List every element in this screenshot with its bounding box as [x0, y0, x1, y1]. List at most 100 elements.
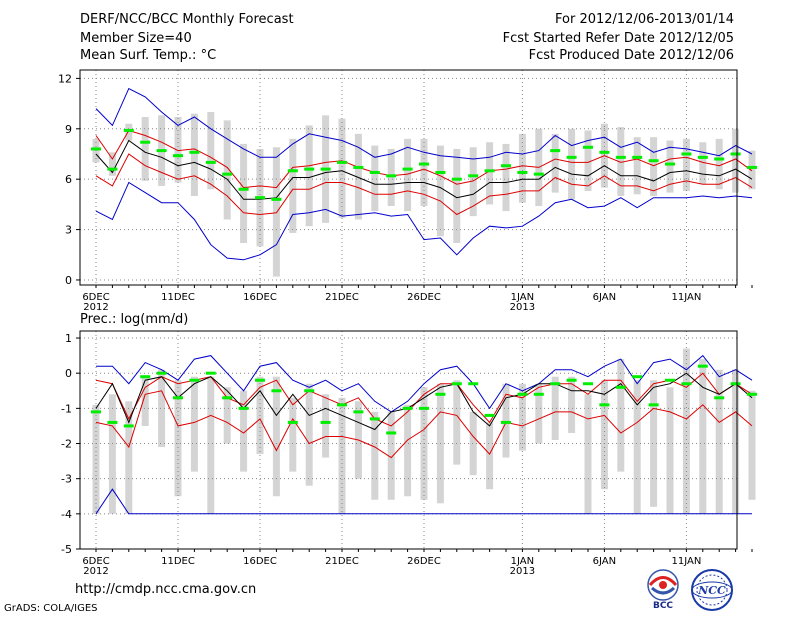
x-tick-label: 16DEC	[243, 292, 277, 303]
median-mark	[484, 413, 495, 417]
x-tick-label: 11DEC	[161, 292, 195, 303]
median-mark	[123, 128, 134, 132]
range-box	[617, 127, 625, 196]
median-mark	[550, 149, 561, 153]
x-tick-year-label: 2012	[83, 566, 108, 577]
x-tick-label: 6DEC	[82, 292, 109, 303]
median-mark	[173, 154, 183, 158]
median-mark	[140, 140, 151, 144]
bcc-logo-icon: BCC	[647, 569, 679, 610]
y-tick-label: -4	[61, 508, 72, 521]
range-box	[633, 380, 641, 514]
median-mark	[501, 420, 511, 424]
median-mark	[189, 150, 200, 154]
series-mean-minus-std	[95, 153, 753, 216]
range-box	[502, 143, 510, 212]
median-mark	[386, 431, 397, 435]
median-mark	[91, 410, 101, 414]
series-min	[95, 181, 753, 261]
median-mark	[353, 165, 364, 169]
series-max	[96, 354, 753, 413]
range-box	[469, 147, 477, 217]
x-tick-label: 6JAN	[593, 292, 616, 303]
median-mark	[615, 155, 626, 159]
range-box	[551, 133, 559, 193]
x-tick-label: 1JAN	[511, 292, 534, 303]
x-tick-label: 11JAN	[671, 556, 701, 567]
range-box	[436, 145, 444, 237]
median-mark	[730, 382, 741, 386]
range-box	[125, 401, 133, 514]
median-mark	[91, 147, 101, 151]
range-box	[322, 394, 330, 458]
median-mark	[451, 382, 462, 386]
range-box	[699, 359, 707, 514]
range-box	[371, 145, 379, 212]
range-box	[190, 376, 198, 472]
x-tick-label: 6JAN	[593, 556, 616, 567]
median-mark	[337, 160, 347, 164]
range-box	[732, 369, 740, 514]
ncc-logo-icon: NCC	[691, 569, 733, 611]
range-box	[502, 383, 510, 458]
x-tick-label: 21DEC	[325, 292, 359, 303]
median-mark	[255, 196, 265, 200]
median-mark	[369, 170, 380, 174]
range-box	[420, 138, 428, 207]
variable-label: Mean Surf. Temp.: °C	[80, 48, 217, 63]
range-box	[141, 117, 149, 181]
range-box	[666, 140, 674, 193]
median-mark	[353, 410, 364, 414]
median-mark	[648, 403, 659, 407]
x-tick-year-label: 2012	[83, 302, 108, 313]
range-box	[633, 137, 641, 195]
median-mark	[484, 169, 495, 173]
range-box	[486, 142, 494, 205]
median-mark	[271, 389, 282, 393]
forecast-period: For 2012/12/06-2013/01/14	[555, 12, 734, 27]
range-box	[453, 380, 461, 465]
range-box	[223, 120, 231, 220]
median-mark	[730, 152, 741, 156]
x-tick-year-label: 2013	[510, 302, 535, 313]
median-mark	[533, 172, 544, 176]
range-box	[223, 387, 231, 444]
series-mean-plus-std	[95, 372, 753, 427]
x-tick-year-label: 2013	[510, 566, 535, 577]
y-tick-label: -2	[61, 438, 72, 451]
forecast-started-date: Fcst Started Refer Date 2012/12/05	[502, 31, 734, 46]
median-mark	[747, 392, 757, 396]
median-mark	[648, 159, 659, 163]
median-mark	[205, 371, 216, 375]
y-tick-label: -1	[61, 402, 72, 415]
median-mark	[271, 197, 282, 201]
footer-url[interactable]: http://cmdp.ncc.cma.gov.cn	[75, 582, 257, 597]
median-mark	[435, 170, 446, 174]
median-mark	[714, 396, 725, 400]
range-box	[240, 143, 248, 244]
forecast-produced-date: Fcst Produced Date 2012/12/06	[528, 48, 734, 63]
range-box	[748, 150, 756, 190]
median-mark	[599, 150, 610, 154]
grads-credit: GrADS: COLA/IGES	[4, 603, 98, 614]
median-mark	[714, 157, 725, 161]
median-mark	[550, 382, 561, 386]
median-mark	[681, 152, 692, 156]
series-mean	[95, 372, 753, 431]
median-mark	[255, 378, 265, 382]
range-box	[682, 138, 690, 191]
median-mark	[419, 162, 429, 166]
series-mean-plus-std	[95, 129, 753, 189]
range-box	[141, 376, 149, 426]
range-box	[600, 380, 608, 490]
median-mark	[402, 167, 413, 171]
median-mark	[501, 164, 511, 168]
median-mark	[451, 177, 462, 181]
median-mark	[517, 170, 528, 174]
x-tick-label: 11DEC	[161, 556, 195, 567]
range-box	[305, 125, 313, 227]
range-box	[584, 394, 592, 514]
median-mark	[173, 396, 183, 400]
y-tick-label: 12	[58, 72, 72, 85]
